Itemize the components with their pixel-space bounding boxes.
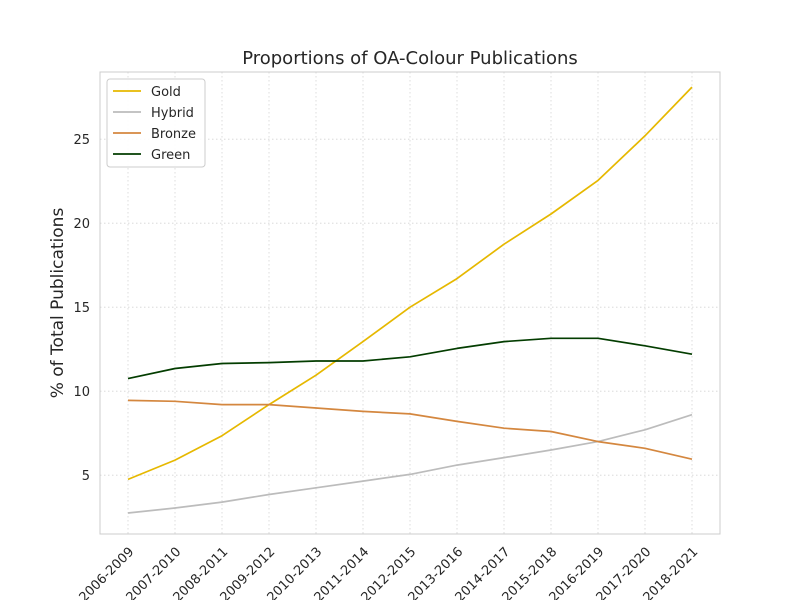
grid bbox=[100, 72, 720, 534]
y-tick-label: 25 bbox=[73, 133, 90, 148]
series-line-bronze bbox=[127, 399, 693, 461]
y-axis-label: % of Total Publications bbox=[48, 208, 68, 399]
series-line-gold bbox=[127, 86, 693, 481]
legend-box bbox=[106, 78, 206, 168]
plot-area-frame bbox=[99, 71, 721, 535]
legend-label: Green bbox=[151, 148, 190, 163]
y-tick-label: 20 bbox=[73, 217, 90, 232]
y-tick-label: 15 bbox=[73, 301, 90, 316]
legend-label: Bronze bbox=[151, 127, 196, 142]
y-axis-ticks: 5 10 15 20 25 bbox=[73, 133, 90, 484]
legend-label: Gold bbox=[151, 85, 181, 100]
chart-title: Proportions of OA-Colour Publications bbox=[242, 48, 578, 69]
x-axis-ticks: 2006-20092007-20102008-20112009-20122010… bbox=[77, 545, 702, 600]
legend: Gold Hybrid Bronze Green bbox=[106, 78, 206, 168]
series-lines bbox=[127, 86, 693, 514]
y-tick-label: 5 bbox=[82, 469, 90, 484]
y-tick-label: 10 bbox=[73, 385, 90, 400]
series-line-green bbox=[127, 337, 693, 380]
legend-label: Hybrid bbox=[151, 106, 194, 121]
